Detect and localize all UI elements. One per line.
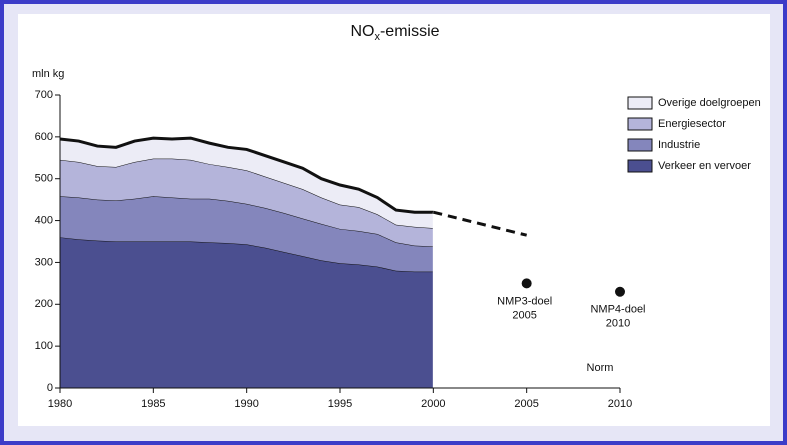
legend-swatch <box>627 117 653 131</box>
title-subscript: x <box>374 31 380 43</box>
legend-swatch <box>627 138 653 152</box>
x-tick-label: 2000 <box>421 398 445 410</box>
x-tick-label: 2005 <box>514 398 538 410</box>
x-tick-label: 1995 <box>328 398 352 410</box>
y-tick-label: 500 <box>35 173 53 185</box>
note: Norm <box>587 362 614 374</box>
x-tick-label: 1985 <box>141 398 165 410</box>
x-tick-label: 1990 <box>234 398 258 410</box>
y-tick-label: 200 <box>35 298 53 310</box>
title-part: NO <box>350 23 374 40</box>
target-point <box>521 278 532 289</box>
legend-label: Industrie <box>658 139 700 151</box>
y-tick-label: 700 <box>35 89 53 101</box>
target-point <box>615 286 625 297</box>
legend-label: Verkeer en vervoer <box>658 160 751 172</box>
legend-swatch <box>627 159 653 173</box>
y-tick-label: 300 <box>35 256 53 268</box>
target-label: NMP3-doel <box>497 295 552 307</box>
y-tick-label: 0 <box>47 382 53 394</box>
x-tick-label: 2010 <box>608 398 632 410</box>
legend-label: Overige doelgroepen <box>658 97 761 109</box>
title-part: -emissie <box>380 23 440 40</box>
y-tick-label: 600 <box>35 131 53 143</box>
x-tick-label: 1980 <box>48 398 72 410</box>
y-tick-label: 100 <box>35 340 53 352</box>
area <box>60 196 434 272</box>
projection-line <box>432 210 528 237</box>
target-label: 2005 <box>512 309 536 321</box>
y-tick-label: 400 <box>35 214 53 226</box>
area <box>60 158 434 247</box>
legend-label: Energiesector <box>658 118 726 130</box>
chart-title: NOx-emissie <box>350 23 439 43</box>
y-axis-label: mln kg <box>32 68 64 80</box>
area-edge <box>59 136 434 214</box>
target-label: 2010 <box>606 318 630 330</box>
target-label: NMP4-doel <box>590 304 645 316</box>
legend-swatch <box>627 96 653 110</box>
area <box>60 237 434 388</box>
